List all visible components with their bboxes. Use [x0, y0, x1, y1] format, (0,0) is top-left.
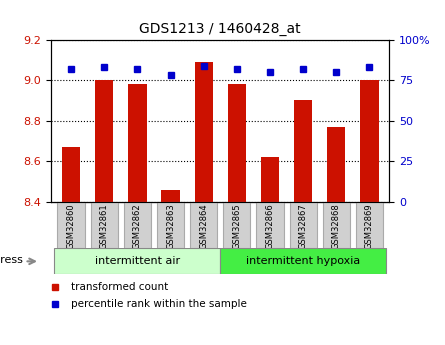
Text: percentile rank within the sample: percentile rank within the sample — [72, 299, 247, 309]
Bar — [91, 202, 118, 248]
Text: GSM32864: GSM32864 — [199, 203, 208, 249]
Bar — [57, 202, 85, 248]
Bar — [228, 84, 246, 202]
Bar — [360, 80, 379, 202]
Bar — [62, 147, 80, 202]
Title: GDS1213 / 1460428_at: GDS1213 / 1460428_at — [139, 22, 301, 36]
Bar — [256, 202, 283, 248]
Bar — [323, 202, 350, 248]
Bar — [261, 157, 279, 202]
Text: GSM32869: GSM32869 — [365, 203, 374, 249]
Text: intermittent hypoxia: intermittent hypoxia — [246, 256, 360, 266]
Text: GSM32866: GSM32866 — [266, 203, 275, 249]
Bar — [190, 202, 217, 248]
Bar — [194, 62, 213, 202]
Text: intermittent air: intermittent air — [95, 256, 180, 266]
Text: stress: stress — [0, 255, 23, 265]
Bar — [223, 202, 251, 248]
Bar — [162, 190, 180, 202]
Text: GSM32867: GSM32867 — [299, 203, 307, 249]
Bar — [356, 202, 383, 248]
Text: GSM32860: GSM32860 — [67, 203, 76, 249]
Bar — [220, 248, 386, 274]
Text: GSM32861: GSM32861 — [100, 203, 109, 249]
Bar — [327, 127, 345, 202]
Text: GSM32862: GSM32862 — [133, 203, 142, 249]
Bar — [128, 84, 146, 202]
Bar — [54, 248, 220, 274]
Bar — [157, 202, 184, 248]
Text: GSM32865: GSM32865 — [232, 203, 241, 249]
Bar — [290, 202, 317, 248]
Text: GSM32868: GSM32868 — [332, 203, 341, 249]
Text: GSM32863: GSM32863 — [166, 203, 175, 249]
Bar — [294, 100, 312, 202]
Bar — [124, 202, 151, 248]
Text: transformed count: transformed count — [72, 283, 169, 292]
Bar — [95, 80, 113, 202]
